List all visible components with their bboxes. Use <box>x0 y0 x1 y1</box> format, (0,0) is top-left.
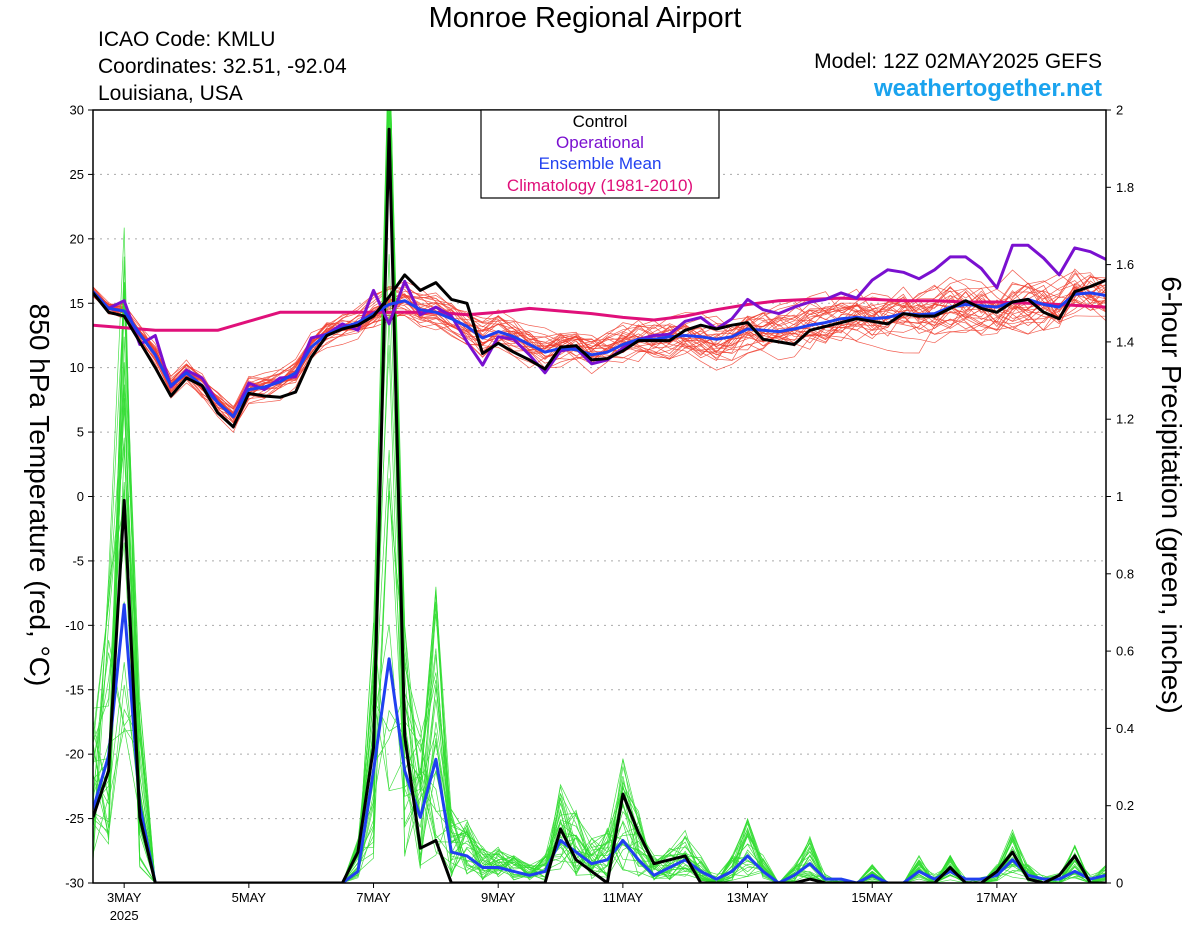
left-axis-ticks: 30 25 20 15 10 5 0 -5 -10 -15 -20 -25 -30 <box>65 103 93 891</box>
legend-climatology: Climatology (1981-2010) <box>507 176 693 195</box>
right-tick-label: 0.2 <box>1116 798 1134 813</box>
left-tick-label: 20 <box>70 231 84 246</box>
precip-member-line <box>93 362 1106 883</box>
legend-control: Control <box>573 112 628 131</box>
precip-member-line <box>93 384 1106 883</box>
legend: Control Operational Ensemble Mean Climat… <box>480 109 720 199</box>
right-tick-label: 0 <box>1116 876 1123 891</box>
right-axis-ticks: 2 1.8 1.6 1.4 1.2 1 0.8 0.6 0.4 0.2 0 <box>1106 103 1134 891</box>
icao-code: ICAO Code: KMLU <box>98 28 276 51</box>
climatology-1981-2010-temperature-line <box>93 296 1106 332</box>
right-tick-label: 1.8 <box>1116 180 1134 195</box>
control-precipitation-line <box>93 127 1106 883</box>
temp-member-line <box>93 277 1106 414</box>
model-run: Model: 12Z 02MAY2025 GEFS <box>814 50 1102 73</box>
x-tick-label: 5MAY <box>232 890 267 905</box>
precip-member-line <box>93 130 1106 883</box>
x-tick-label: 9MAY <box>481 890 516 905</box>
x-tick-label: 7MAY <box>356 890 391 905</box>
x-tick-label: 17MAY <box>976 890 1018 905</box>
x-tick-label: 3MAY <box>107 890 142 905</box>
ensemble-mean-temperature-line <box>93 290 1106 419</box>
right-tick-label: 1 <box>1116 489 1123 504</box>
precip-member-line <box>93 110 1106 883</box>
left-tick-label: -25 <box>65 811 84 826</box>
right-tick-label: 1.4 <box>1116 334 1134 349</box>
precip-member-line <box>93 110 1106 883</box>
x-tick-label: 15MAY <box>851 890 893 905</box>
left-tick-label: -30 <box>65 876 84 891</box>
precip-member-line <box>93 111 1106 883</box>
legend-operational: Operational <box>556 133 644 152</box>
left-tick-label: -20 <box>65 747 84 762</box>
right-tick-label: 2 <box>1116 103 1123 118</box>
region: Louisiana, USA <box>98 82 243 105</box>
right-axis-label: 6-hour Precipitation (green, inches) <box>1156 276 1187 713</box>
coordinates: Coordinates: 32.51, -92.04 <box>98 55 347 78</box>
precip-member-line <box>93 449 1106 883</box>
legend-box <box>480 109 720 199</box>
ensemble-mean-precipitation-line <box>93 603 1106 883</box>
temp-member-line <box>93 290 1106 414</box>
right-tick-label: 0.4 <box>1116 721 1134 736</box>
left-tick-label: 30 <box>70 103 84 118</box>
left-tick-label: -15 <box>65 682 84 697</box>
x-tick-year: 2025 <box>110 908 139 923</box>
left-axis-label: 850 hPa Temperature (red, °C) <box>24 304 55 687</box>
right-tick-label: 1.6 <box>1116 257 1134 272</box>
right-tick-label: 0.6 <box>1116 644 1134 659</box>
left-tick-label: -10 <box>65 618 84 633</box>
precip-member-line <box>93 336 1106 883</box>
operational-temperature-line <box>93 243 1106 419</box>
temp-member-line <box>93 286 1106 429</box>
precip-member-line <box>93 478 1106 883</box>
right-tick-label: 1.2 <box>1116 412 1134 427</box>
x-tick-label: 11MAY <box>603 890 644 905</box>
left-tick-label: -5 <box>72 553 84 568</box>
precip-member-line <box>93 110 1106 883</box>
precip-member-line <box>93 449 1106 883</box>
x-axis-ticks: 3MAY 2025 5MAY 7MAY 9MAY 11MAY 13MAY 15MAY 17MAY <box>107 883 1018 923</box>
precip-member-line <box>93 481 1106 883</box>
x-tick-label: 13MAY <box>727 890 769 905</box>
left-tick-label: 25 <box>70 167 84 182</box>
control-temperature-line <box>93 273 1106 429</box>
site-link[interactable]: weathertogether.net <box>873 75 1102 102</box>
legend-ensemble-mean: Ensemble Mean <box>539 154 662 173</box>
precip-member-line <box>93 345 1106 883</box>
precip-member-line <box>93 110 1106 883</box>
left-tick-label: 10 <box>70 360 84 375</box>
chart-title: Monroe Regional Airport <box>428 2 742 34</box>
grid <box>93 173 1106 820</box>
main-series <box>93 127 1106 883</box>
left-tick-label: 15 <box>70 296 84 311</box>
left-tick-label: 0 <box>77 489 84 504</box>
left-tick-label: 5 <box>77 425 84 440</box>
right-tick-label: 0.8 <box>1116 566 1134 581</box>
